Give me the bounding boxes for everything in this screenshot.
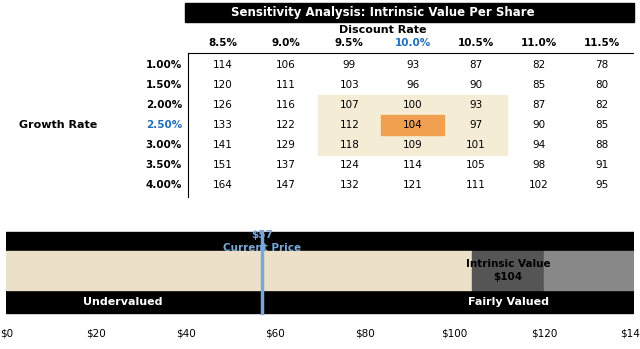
Text: 129: 129 bbox=[276, 140, 296, 150]
Text: 118: 118 bbox=[339, 140, 359, 150]
Text: Undervalued: Undervalued bbox=[83, 297, 163, 306]
Text: 109: 109 bbox=[403, 140, 422, 150]
Text: 112: 112 bbox=[339, 120, 359, 130]
Text: 100: 100 bbox=[403, 100, 422, 110]
Text: 2.00%: 2.00% bbox=[146, 100, 182, 110]
Text: 1.50%: 1.50% bbox=[146, 80, 182, 90]
Text: 8.5%: 8.5% bbox=[209, 38, 237, 48]
Text: 111: 111 bbox=[466, 180, 486, 190]
Text: 132: 132 bbox=[339, 180, 359, 190]
Text: 2.50%: 2.50% bbox=[146, 120, 182, 130]
Text: 102: 102 bbox=[529, 180, 548, 190]
Text: 9.5%: 9.5% bbox=[335, 38, 364, 48]
Text: 87: 87 bbox=[532, 100, 545, 110]
Text: 124: 124 bbox=[339, 160, 359, 170]
Text: 98: 98 bbox=[532, 160, 545, 170]
Text: 90: 90 bbox=[532, 120, 545, 130]
Bar bbox=[6, 232, 634, 313]
Text: 10.0%: 10.0% bbox=[394, 38, 431, 48]
Bar bbox=[317, 95, 508, 155]
Text: $57
Current Price: $57 Current Price bbox=[223, 230, 301, 253]
Text: 164: 164 bbox=[213, 180, 233, 190]
Text: 105: 105 bbox=[466, 160, 486, 170]
Text: 88: 88 bbox=[595, 140, 609, 150]
Text: 9.0%: 9.0% bbox=[272, 38, 301, 48]
Text: 111: 111 bbox=[276, 80, 296, 90]
Text: 114: 114 bbox=[403, 160, 422, 170]
Bar bbox=[381, 115, 444, 135]
Text: 120: 120 bbox=[213, 80, 233, 90]
Text: 82: 82 bbox=[532, 60, 545, 70]
Text: 126: 126 bbox=[213, 100, 233, 110]
Text: 137: 137 bbox=[276, 160, 296, 170]
Text: 95: 95 bbox=[595, 180, 609, 190]
Bar bbox=[472, 251, 544, 290]
Text: 93: 93 bbox=[469, 100, 483, 110]
Text: 147: 147 bbox=[276, 180, 296, 190]
Text: 11.5%: 11.5% bbox=[584, 38, 620, 48]
Text: 106: 106 bbox=[276, 60, 296, 70]
Text: 78: 78 bbox=[595, 60, 609, 70]
Text: 141: 141 bbox=[213, 140, 233, 150]
Text: 90: 90 bbox=[469, 80, 483, 90]
Text: 97: 97 bbox=[469, 120, 483, 130]
Text: 121: 121 bbox=[403, 180, 422, 190]
Text: 87: 87 bbox=[469, 60, 483, 70]
Text: 3.00%: 3.00% bbox=[146, 140, 182, 150]
Text: 3.50%: 3.50% bbox=[146, 160, 182, 170]
Text: 104: 104 bbox=[403, 120, 422, 130]
Text: 10.5%: 10.5% bbox=[458, 38, 494, 48]
Text: 82: 82 bbox=[595, 100, 609, 110]
Text: 4.00%: 4.00% bbox=[146, 180, 182, 190]
Text: 91: 91 bbox=[595, 160, 609, 170]
Text: 11.0%: 11.0% bbox=[521, 38, 557, 48]
Text: 116: 116 bbox=[276, 100, 296, 110]
Text: 114: 114 bbox=[213, 60, 233, 70]
Text: Fairly Valued: Fairly Valued bbox=[468, 297, 548, 306]
Text: 151: 151 bbox=[213, 160, 233, 170]
Text: 85: 85 bbox=[595, 120, 609, 130]
Bar bbox=[6, 251, 472, 290]
Bar bbox=[185, 3, 634, 22]
Text: 80: 80 bbox=[595, 80, 609, 90]
Text: 1.00%: 1.00% bbox=[146, 60, 182, 70]
Text: Sensitivity Analysis: Intrinsic Value Per Share: Sensitivity Analysis: Intrinsic Value Pe… bbox=[231, 6, 534, 19]
Text: 101: 101 bbox=[466, 140, 486, 150]
Text: 122: 122 bbox=[276, 120, 296, 130]
Text: 133: 133 bbox=[213, 120, 233, 130]
Text: 107: 107 bbox=[339, 100, 359, 110]
Text: 85: 85 bbox=[532, 80, 545, 90]
Text: Intrinsic Value
$104: Intrinsic Value $104 bbox=[466, 259, 550, 282]
Text: 99: 99 bbox=[342, 60, 356, 70]
Bar bbox=[544, 251, 634, 290]
Text: 94: 94 bbox=[532, 140, 545, 150]
Text: 96: 96 bbox=[406, 80, 419, 90]
Text: 93: 93 bbox=[406, 60, 419, 70]
Text: Discount Rate: Discount Rate bbox=[339, 25, 426, 35]
Text: 103: 103 bbox=[339, 80, 359, 90]
Text: Growth Rate: Growth Rate bbox=[19, 120, 97, 130]
